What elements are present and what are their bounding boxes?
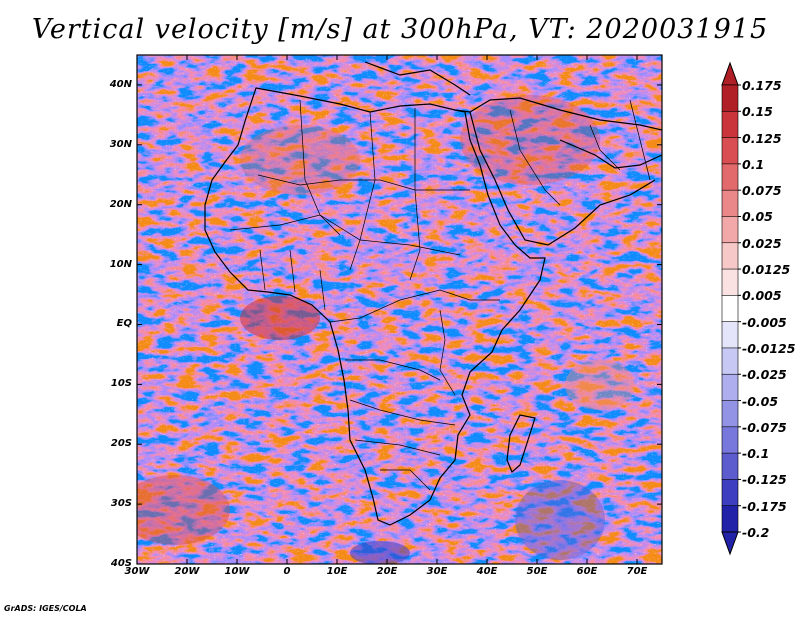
colorbar-label: 0.005 (742, 288, 782, 304)
lat-label: 10S (110, 378, 132, 390)
grads-credit: GrADS: IGES/COLA (4, 604, 87, 613)
colorbar (721, 61, 741, 556)
colorbar-swatch (721, 452, 739, 481)
colorbar-swatch (721, 373, 739, 402)
lat-label: 30S (110, 498, 132, 510)
arabia-updraft-region (460, 95, 600, 185)
lon-label: 20E (376, 566, 398, 577)
axis-ticks (136, 55, 662, 565)
colorbar-swatch (721, 479, 739, 507)
colorbar-swatch (721, 400, 739, 428)
colorbar-swatch (721, 110, 739, 139)
indian-ocean-downdraft (515, 480, 605, 560)
vertical-velocity-field (137, 55, 662, 564)
lat-label: 40N (109, 78, 132, 90)
plot-frame (136, 54, 663, 565)
colorbar-label: 0.15 (742, 104, 773, 120)
colorbar-swatch (721, 163, 739, 191)
lat-label: EQ (116, 318, 132, 330)
south-atlantic-updraft (137, 475, 230, 545)
colorbar-swatch (721, 189, 739, 218)
colorbar-label: -0.0125 (742, 340, 796, 356)
colorbar-swatch (721, 268, 739, 297)
colorbar-swatch (721, 505, 739, 533)
colorbar-swatch (721, 242, 739, 270)
coastlines (204, 61, 662, 526)
colorbar-label: -0.005 (742, 314, 787, 330)
lon-label: 30W (124, 566, 150, 577)
colorbar-label: -0.1 (742, 446, 770, 462)
lon-label: 40E (476, 566, 498, 577)
lon-label: 50E (526, 566, 548, 577)
lon-label: 60E (576, 566, 598, 577)
colorbar-swatch (721, 295, 739, 323)
lat-label: 20N (109, 198, 132, 210)
sahara-updraft-region (240, 125, 360, 195)
colorbar-swatch (721, 426, 739, 454)
lat-label: 20S (110, 438, 132, 450)
colorbar-label: 0.0125 (742, 262, 791, 278)
lon-label: 10W (224, 566, 250, 577)
colorbar-label: 0.05 (742, 209, 773, 225)
colorbar-swatch (721, 137, 739, 165)
map-title: Vertical velocity [m/s] at 300hPa, VT: 2… (31, 14, 769, 45)
lon-label: 20W (174, 566, 200, 577)
colorbar-label: -0.125 (742, 472, 787, 488)
colorbar-label: -0.05 (742, 393, 779, 409)
colorbar-swatch (721, 347, 739, 376)
colorbar-label: -0.075 (742, 419, 787, 435)
colorbar-label: 0.175 (742, 78, 782, 93)
country-borders (229, 99, 651, 491)
colorbar-label: -0.2 (742, 525, 770, 540)
lat-label: 40S (110, 558, 132, 569)
lat-label: 10N (109, 258, 132, 270)
indian-ocean-updraft (565, 360, 635, 410)
colorbar-swatch (721, 321, 739, 349)
lon-label: 70E (626, 566, 648, 577)
colorbar-label: 0.1 (742, 156, 765, 172)
lat-label: 30N (109, 138, 132, 150)
colorbar-label: 0.025 (742, 235, 782, 251)
lon-label: 30E (426, 566, 448, 577)
colorbar-label: 0.125 (742, 130, 782, 146)
colorbar-swatch (721, 84, 739, 113)
lon-label: 10E (326, 566, 348, 577)
southern-downdraft (350, 541, 410, 564)
colorbar-min-arrow (721, 531, 739, 556)
colorbar-max-arrow (721, 61, 739, 86)
lon-label: 0 (283, 566, 291, 577)
equatorial-atlantic-updraft (240, 296, 320, 340)
colorbar-swatch (721, 216, 739, 244)
colorbar-label: -0.025 (742, 367, 787, 383)
colorbar-label: 0.075 (742, 183, 782, 199)
colorbar-label: -0.175 (742, 498, 787, 514)
